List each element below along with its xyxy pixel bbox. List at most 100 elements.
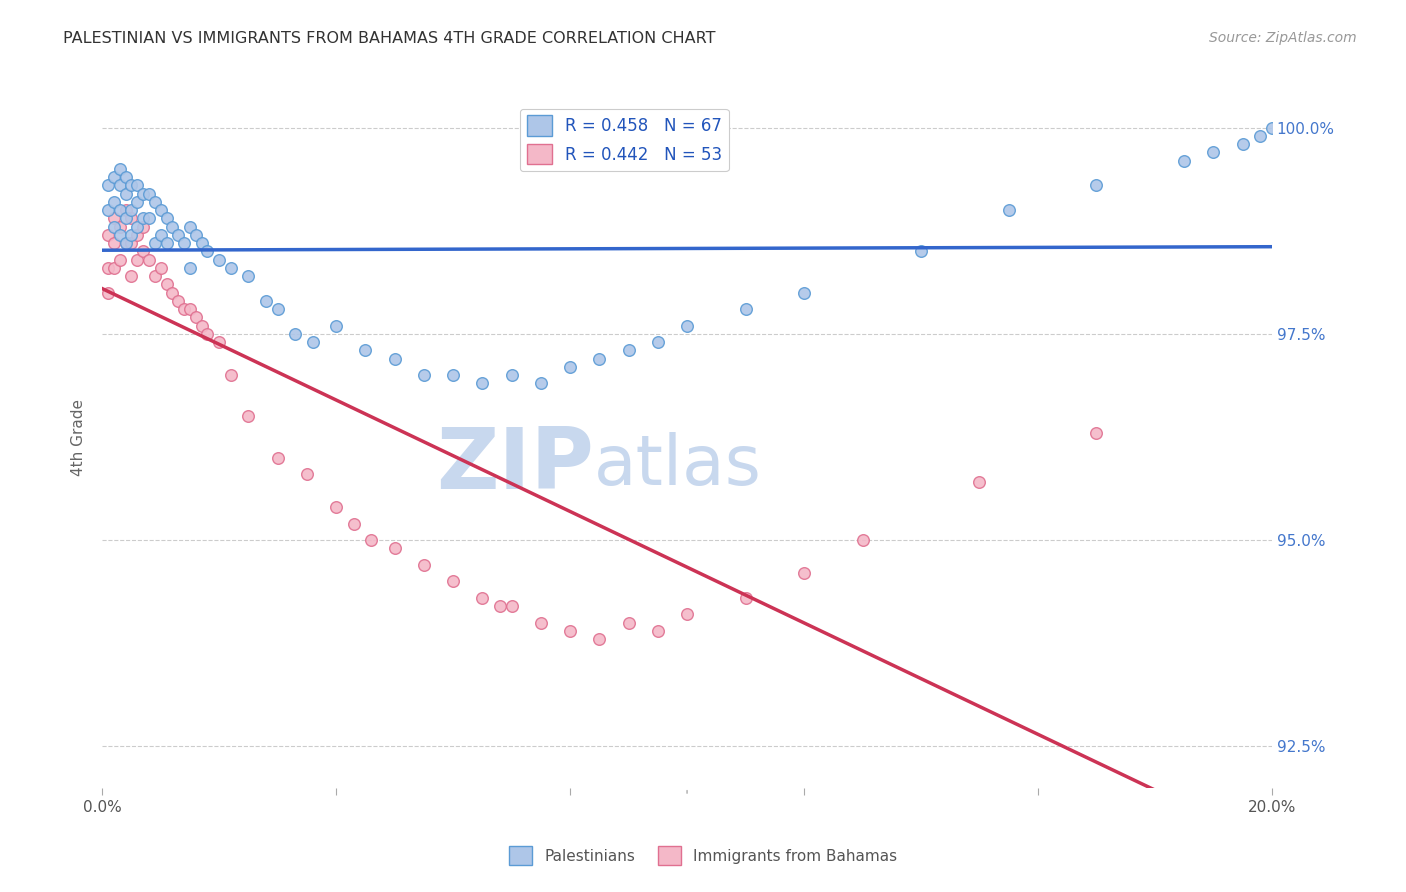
- Point: [1261, 120, 1284, 135]
- Point: [360, 533, 382, 548]
- Point: [120, 236, 142, 251]
- Point: [120, 269, 142, 284]
- Point: [793, 285, 815, 300]
- Point: [793, 566, 815, 581]
- Point: [127, 194, 149, 209]
- Point: [97, 285, 120, 300]
- Point: [1085, 178, 1108, 193]
- Point: [155, 236, 177, 251]
- Point: [179, 219, 201, 234]
- Point: [120, 227, 142, 242]
- Point: [103, 211, 125, 226]
- Point: [197, 326, 219, 341]
- Point: [1249, 128, 1271, 143]
- Point: [97, 260, 120, 275]
- Point: [132, 211, 155, 226]
- Point: [127, 219, 149, 234]
- Point: [384, 541, 406, 556]
- Point: [103, 194, 125, 209]
- Point: [489, 599, 512, 614]
- Point: [103, 236, 125, 251]
- Point: [190, 236, 212, 251]
- Point: [155, 211, 177, 226]
- Point: [969, 475, 991, 490]
- Point: [138, 211, 160, 226]
- Point: [108, 252, 131, 267]
- Point: [143, 269, 166, 284]
- Point: [173, 302, 195, 317]
- Point: [184, 227, 207, 242]
- Point: [343, 516, 366, 531]
- Point: [530, 376, 553, 391]
- Point: [617, 343, 640, 358]
- Point: [734, 591, 756, 605]
- Point: [354, 343, 377, 358]
- Point: [266, 450, 288, 465]
- Point: [471, 376, 494, 391]
- Point: [284, 326, 307, 341]
- Point: [501, 599, 523, 614]
- Point: [127, 178, 149, 193]
- Point: [179, 302, 201, 317]
- Point: [238, 409, 260, 424]
- Point: [108, 178, 131, 193]
- Point: [114, 236, 136, 251]
- Point: [676, 318, 699, 333]
- Point: [530, 615, 553, 630]
- Text: PALESTINIAN VS IMMIGRANTS FROM BAHAMAS 4TH GRADE CORRELATION CHART: PALESTINIAN VS IMMIGRANTS FROM BAHAMAS 4…: [63, 31, 716, 46]
- Point: [1232, 137, 1254, 152]
- Point: [143, 236, 166, 251]
- Point: [162, 285, 184, 300]
- Legend: Palestinians, Immigrants from Bahamas: Palestinians, Immigrants from Bahamas: [503, 840, 903, 871]
- Point: [103, 170, 125, 185]
- Point: [588, 632, 610, 647]
- Point: [114, 170, 136, 185]
- Point: [103, 219, 125, 234]
- Point: [132, 244, 155, 259]
- Point: [219, 260, 242, 275]
- Point: [114, 236, 136, 251]
- Point: [120, 203, 142, 218]
- Point: [114, 203, 136, 218]
- Point: [208, 252, 231, 267]
- Text: atlas: atlas: [593, 432, 762, 499]
- Point: [295, 467, 318, 482]
- Point: [1085, 425, 1108, 440]
- Point: [190, 318, 212, 333]
- Point: [558, 624, 581, 638]
- Point: [734, 302, 756, 317]
- Point: [108, 227, 131, 242]
- Point: [167, 227, 190, 242]
- Point: [676, 607, 699, 622]
- Point: [132, 186, 155, 201]
- Point: [162, 219, 184, 234]
- Point: [97, 178, 120, 193]
- Point: [108, 161, 131, 176]
- Point: [647, 335, 669, 350]
- Legend: R = 0.458   N = 67, R = 0.442   N = 53: R = 0.458 N = 67, R = 0.442 N = 53: [520, 109, 728, 171]
- Point: [132, 219, 155, 234]
- Point: [114, 211, 136, 226]
- Point: [910, 244, 932, 259]
- Point: [208, 335, 231, 350]
- Point: [127, 227, 149, 242]
- Point: [471, 591, 494, 605]
- Point: [143, 194, 166, 209]
- Point: [179, 260, 201, 275]
- Point: [266, 302, 288, 317]
- Y-axis label: 4th Grade: 4th Grade: [72, 399, 86, 475]
- Point: [114, 186, 136, 201]
- Text: ZIP: ZIP: [436, 424, 593, 507]
- Point: [301, 335, 323, 350]
- Point: [127, 252, 149, 267]
- Point: [588, 351, 610, 366]
- Point: [384, 351, 406, 366]
- Point: [501, 368, 523, 383]
- Point: [647, 624, 669, 638]
- Point: [97, 203, 120, 218]
- Point: [254, 293, 277, 308]
- Point: [108, 203, 131, 218]
- Point: [149, 203, 172, 218]
- Point: [1202, 145, 1225, 160]
- Point: [138, 252, 160, 267]
